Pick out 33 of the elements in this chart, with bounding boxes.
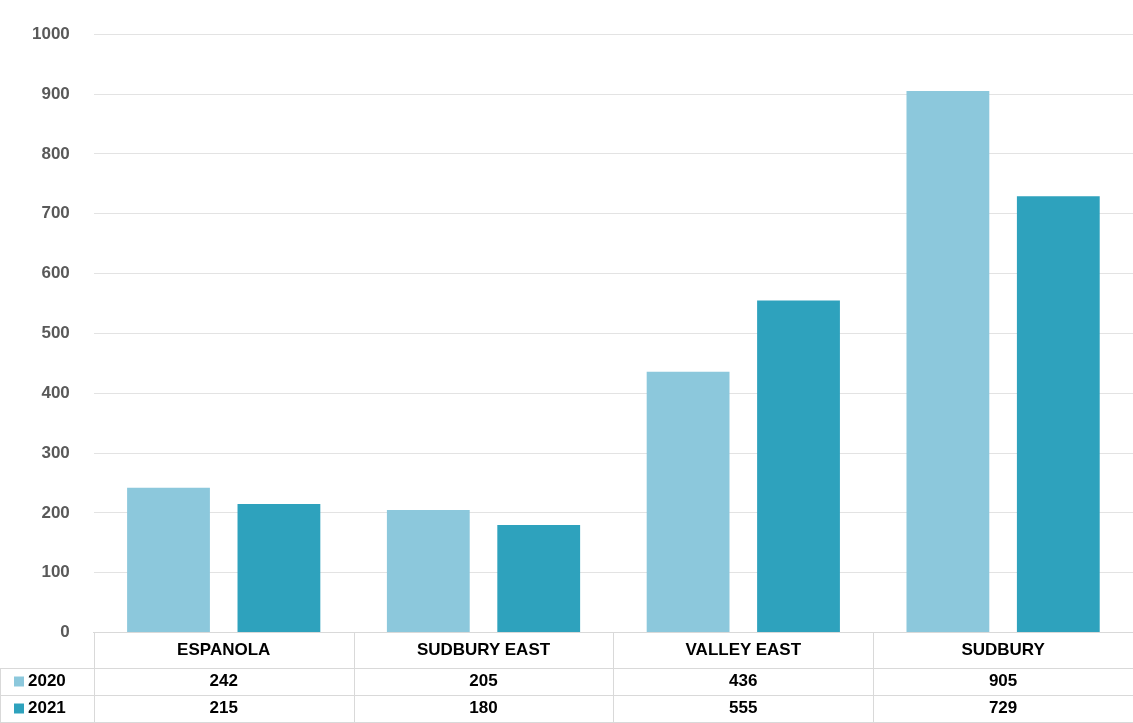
x-tick-label: VALLEY EAST [685,640,802,660]
bar [237,503,321,633]
data-label: 436 [729,671,758,691]
bar [127,487,210,633]
legend-label: 2020 [28,671,66,691]
bar [497,524,581,633]
bar [757,300,840,633]
data-label: 729 [988,698,1018,718]
data-label: 555 [729,698,758,718]
bar [646,371,730,633]
data-label: 180 [469,698,498,718]
y-tick-label: 0 [60,622,70,642]
x-tick-label: ESPANOLA [177,640,271,660]
bar [1016,196,1100,633]
y-tick-label: 200 [41,502,70,522]
data-label: 242 [209,671,238,691]
y-tick-label: 800 [41,143,70,163]
x-tick-label: SUDBURY EAST [416,640,551,660]
y-tick-label: 300 [41,442,70,462]
bar [906,91,990,633]
x-tick-label: SUDBURY [961,640,1046,660]
y-tick-label: 600 [41,263,70,283]
y-tick-label: 1000 [31,23,70,43]
data-label: 905 [988,671,1018,691]
bar [386,509,470,633]
y-tick-label: 100 [41,562,70,582]
y-tick-label: 700 [41,203,70,223]
y-tick-label: 400 [41,382,70,402]
y-tick-label: 900 [41,83,70,103]
data-label: 205 [469,671,498,691]
y-tick-label: 500 [41,323,70,343]
data-label: 215 [209,698,238,718]
legend-label: 2021 [28,698,66,718]
